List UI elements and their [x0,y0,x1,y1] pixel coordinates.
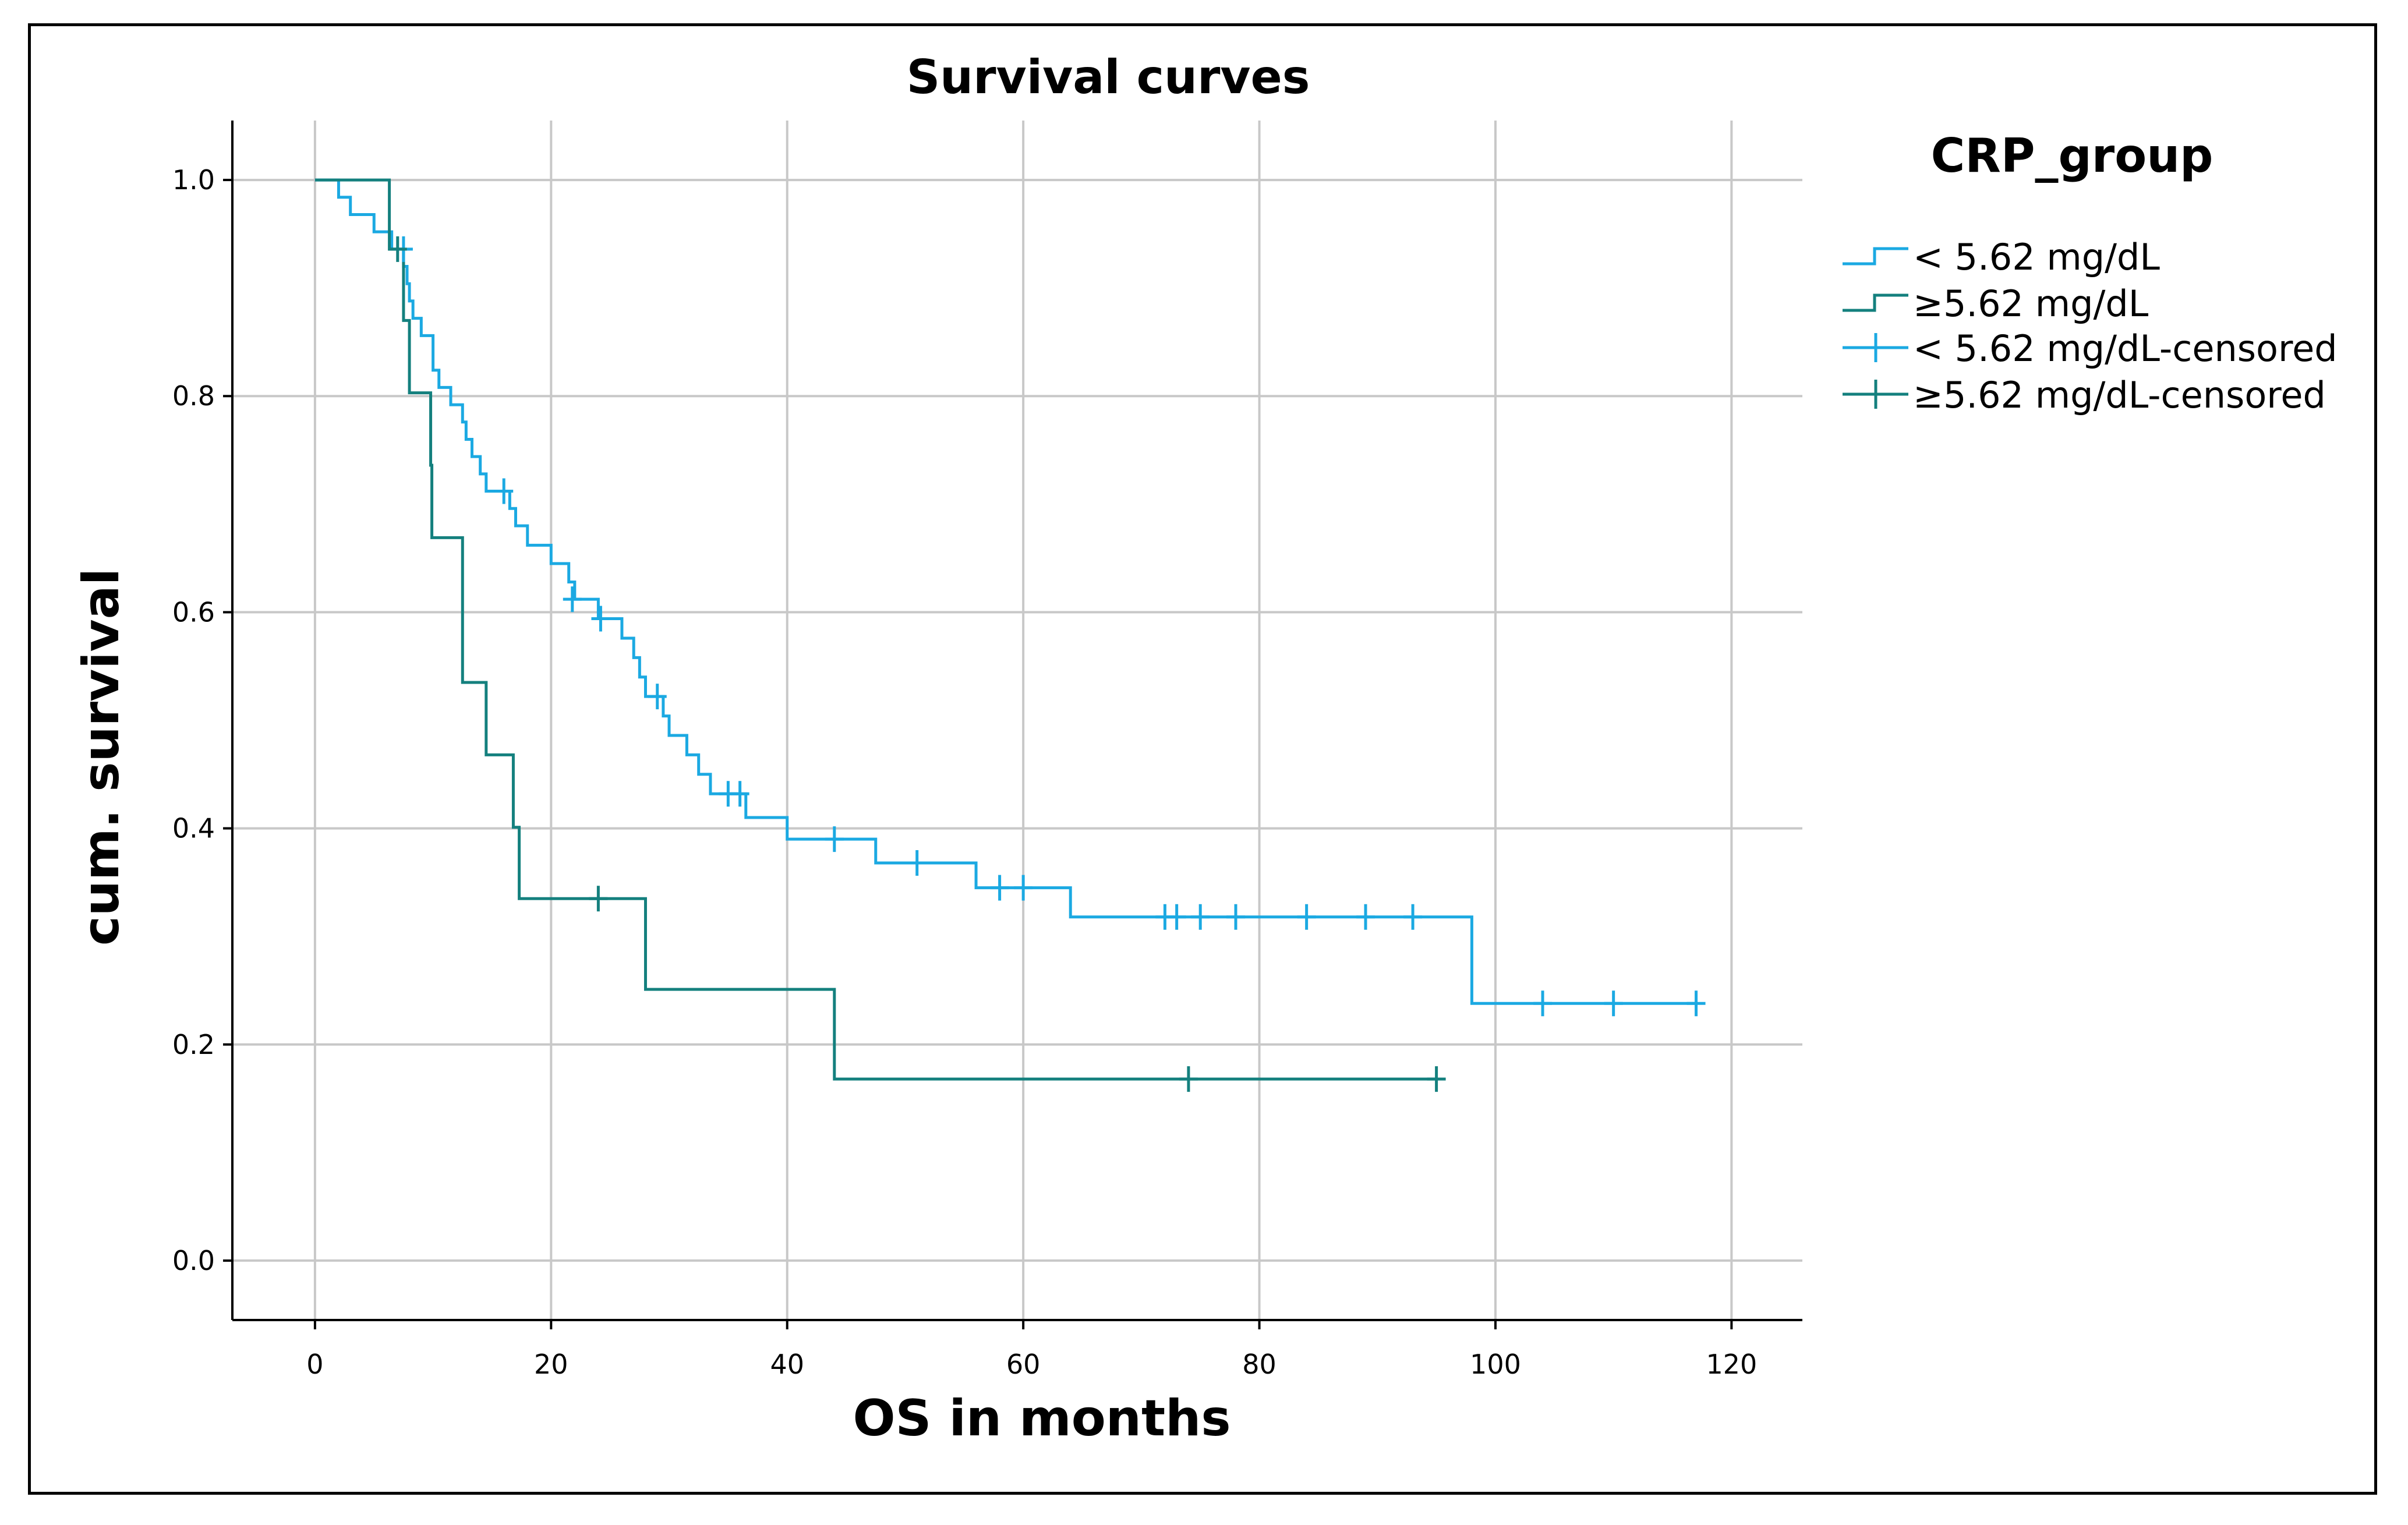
censor-mark-0-12 [1167,904,1186,930]
series-line-0 [314,178,1696,1005]
censor-mark-1-1 [589,886,608,912]
series-lines [314,178,1696,1081]
censor-mark-0-14 [1226,904,1246,930]
survival-chart: 0 20 40 60 80 100 120 0.0 0.2 0.4 0.6 0.8 1.0 Surviv… [72,50,2338,1448]
y-tick-label-4: 0.8 [172,380,215,412]
x-tick-label-5: 100 [1470,1349,1521,1380]
x-axis-label: OS in months [853,1389,1230,1448]
grid-lines [232,121,1802,1320]
censor-mark-0-8 [907,850,927,876]
legend-title: CRP_group [1931,129,2213,183]
censor-mark-1-3 [1427,1066,1446,1092]
x-tick-label-6: 120 [1706,1349,1757,1380]
censor-mark-0-20 [1686,990,1706,1017]
y-tick-label-1: 0.2 [172,1029,215,1060]
legend-symbol-0 [1843,247,1908,266]
y-tick-label-2: 0.4 [172,813,215,844]
tick-labels: 0 20 40 60 80 100 120 0.0 0.2 0.4 0.6 0.8 1.0 [172,164,1757,1380]
censor-mark-0-3 [591,606,610,632]
legend-symbol-3 [1843,380,1908,409]
censor-mark-0-7 [825,826,844,852]
censor-mark-1-2 [1179,1066,1198,1092]
censor-mark-0-17 [1403,904,1423,930]
censor-mark-0-9 [990,875,1009,901]
censor-mark-0-19 [1604,990,1623,1017]
x-tick-label-2: 40 [770,1349,804,1380]
legend-label-3: ≥5.62 mg/dL-censored [1913,374,2326,416]
y-tick-label-5: 1.0 [172,164,215,196]
legend: CRP_group < 5.62 mg/dL≥5.62 mg/dL< 5.62 … [1843,129,2338,416]
y-tick-label-0: 0.0 [172,1245,215,1276]
censor-mark-0-10 [1014,875,1033,901]
censor-mark-1-0 [388,236,407,262]
censor-mark-0-6 [730,781,749,807]
censor-mark-0-13 [1191,904,1210,930]
chart-frame: 0 20 40 60 80 100 120 0.0 0.2 0.4 0.6 0.8 1.0 Surviv… [28,23,2377,1495]
x-tick-label-0: 0 [306,1349,323,1380]
legend-label-0: < 5.62 mg/dL [1913,236,2160,278]
censor-marks [388,236,1706,1092]
series-line-1 [314,178,1437,1081]
legend-label-2: < 5.62 mg/dL-censored [1913,327,2338,370]
chart-title: Survival curves [907,50,1310,104]
censor-mark-0-1 [494,478,514,504]
x-tick-label-1: 20 [534,1349,568,1380]
axes [231,121,1802,1321]
y-tick-label-3: 0.6 [172,596,215,628]
legend-label-1: ≥5.62 mg/dL [1913,282,2149,325]
censor-mark-0-16 [1356,904,1375,930]
legend-symbol-1 [1843,293,1908,312]
x-tick-label-3: 60 [1006,1349,1041,1380]
censor-mark-0-2 [563,586,582,613]
censor-mark-0-4 [648,684,667,710]
y-axis-label: cum. survival [72,568,130,946]
censor-mark-0-18 [1533,990,1553,1017]
censor-mark-0-15 [1297,904,1316,930]
legend-symbol-2 [1843,333,1908,362]
x-tick-label-4: 80 [1242,1349,1277,1380]
